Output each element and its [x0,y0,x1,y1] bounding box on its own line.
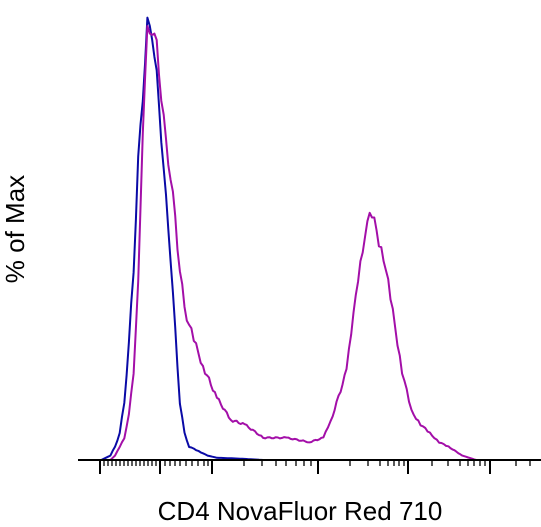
series-line-2 [78,25,541,461]
series-layer [78,16,541,461]
x-axis-title: CD4 NovaFluor Red 710 [158,496,443,526]
series-line-1 [78,16,541,461]
y-axis-title: % of Max [0,175,30,283]
x-axis-ticks [99,460,531,474]
